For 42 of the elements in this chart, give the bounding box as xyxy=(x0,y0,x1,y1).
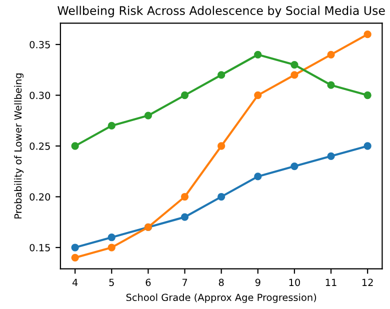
x-axis-title: School Grade (Approx Age Progression) xyxy=(126,294,316,303)
x-tick-label: 11 xyxy=(326,278,336,286)
point xyxy=(290,71,298,79)
point xyxy=(108,234,116,242)
point xyxy=(218,192,226,201)
point xyxy=(108,122,116,130)
point xyxy=(254,172,262,180)
x-tick-label: 7 xyxy=(182,278,188,286)
point xyxy=(254,50,262,58)
chart-title: Wellbeing Risk Across Adolescence by Social Media Use xyxy=(58,6,385,18)
y-axis-title: Probability of Lower Wellbeing xyxy=(14,74,24,218)
point xyxy=(144,112,152,120)
point xyxy=(290,162,298,170)
point xyxy=(364,142,372,150)
x-tick-label: 10 xyxy=(289,278,300,286)
y-tick-label: 0.20 xyxy=(30,193,50,201)
x-tick-label: 4 xyxy=(72,278,78,286)
x-tick-label: 5 xyxy=(109,278,114,286)
point xyxy=(180,192,189,201)
point xyxy=(180,91,189,100)
point xyxy=(364,30,372,38)
point xyxy=(218,71,226,79)
x-tick-label: 6 xyxy=(146,278,151,286)
y-tick-label: 0.35 xyxy=(30,40,50,48)
point xyxy=(71,244,79,252)
point xyxy=(364,91,372,100)
x-tick-label: 8 xyxy=(218,278,224,286)
x-tick-label: 9 xyxy=(255,278,260,286)
y-tick-label: 0.15 xyxy=(30,244,50,252)
point xyxy=(71,142,79,150)
point xyxy=(180,213,189,221)
point xyxy=(71,254,79,262)
point xyxy=(254,91,262,100)
point xyxy=(327,50,335,58)
x-tick-label: 12 xyxy=(362,278,373,286)
point xyxy=(290,60,298,69)
y-tick-label: 0.30 xyxy=(30,92,50,100)
point xyxy=(327,152,335,160)
y-tick-label: 0.25 xyxy=(30,142,50,150)
point xyxy=(327,81,335,89)
point xyxy=(108,244,116,252)
point xyxy=(218,142,226,150)
